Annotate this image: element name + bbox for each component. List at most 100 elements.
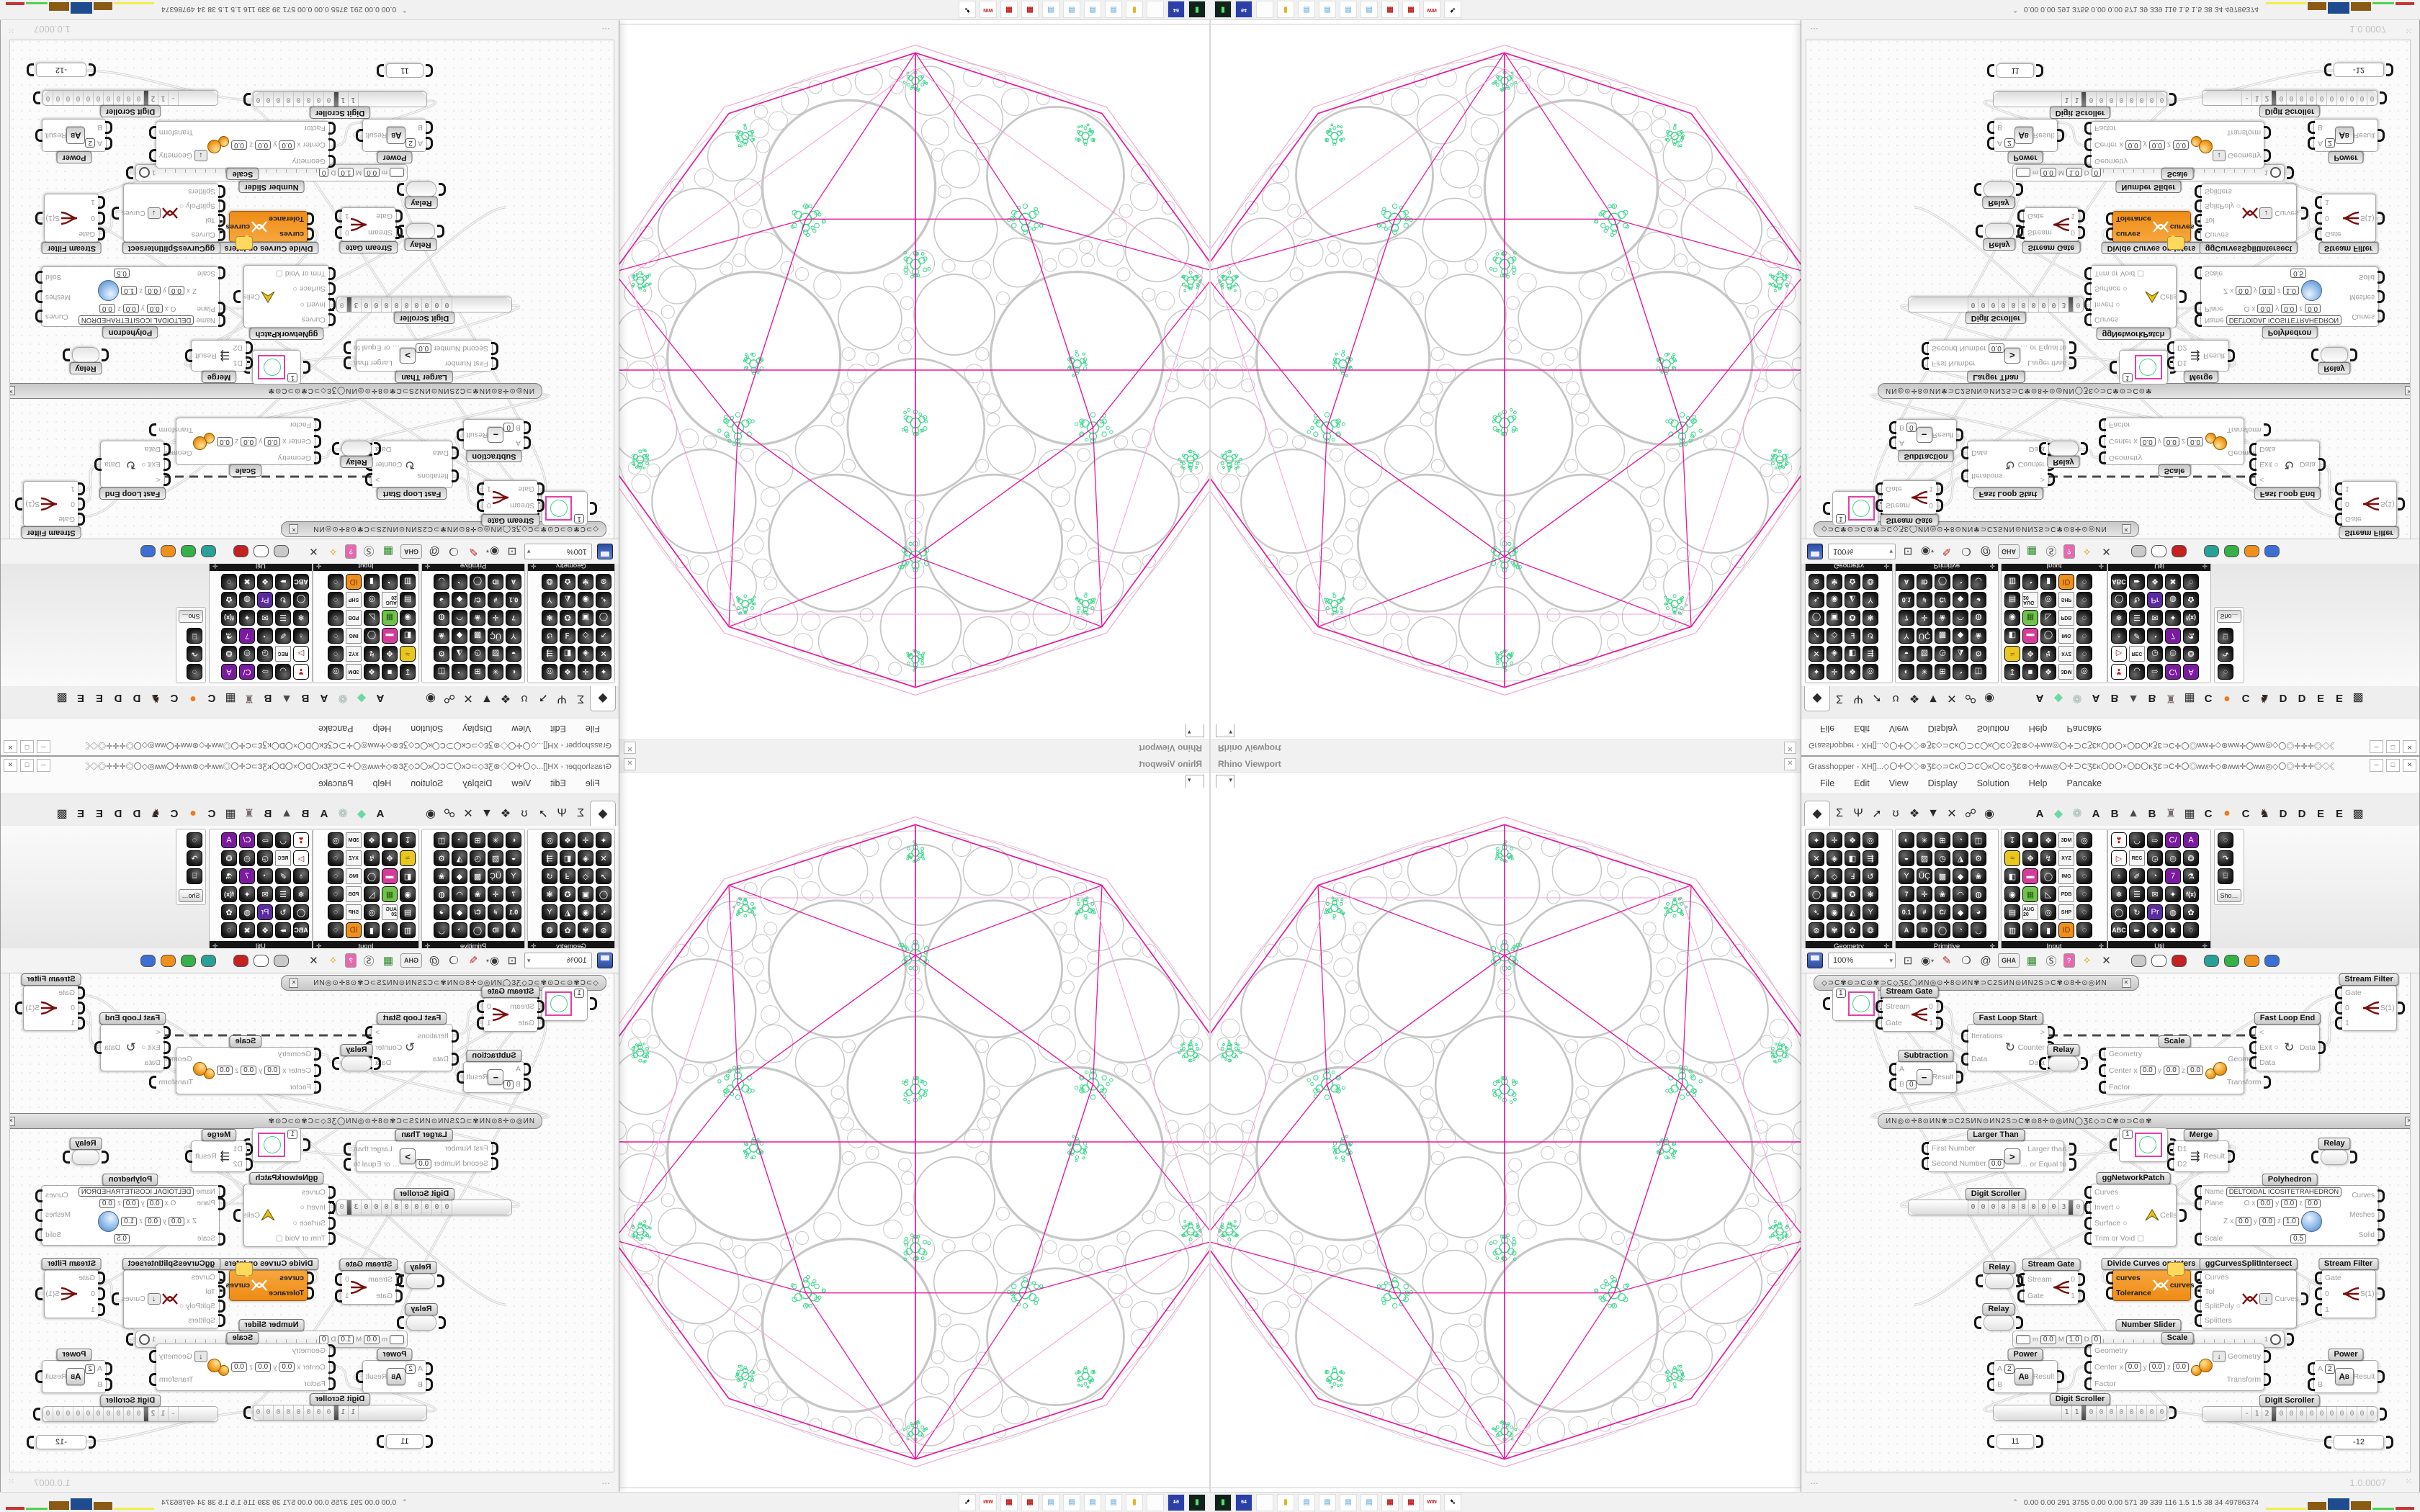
tab-icon-4[interactable]: ʊ — [521, 807, 528, 819]
ggnetworkpatch-component[interactable]: ggNetworkPatch Curves Invert ○ Surface ○ Tri… — [2084, 1172, 2187, 1247]
flatten-button[interactable]: ↓ — [194, 1351, 208, 1362]
tab-icon-1[interactable]: Σ — [577, 693, 584, 705]
scroller-knob-icon[interactable] — [2272, 1407, 2276, 1421]
panel-icon[interactable]: ⊛ — [596, 574, 611, 590]
panel-icon[interactable]: ❃ — [1863, 610, 1878, 626]
preview-style-button[interactable] — [140, 954, 156, 967]
panel-icon[interactable]: SHP — [2058, 904, 2074, 920]
tab-C[interactable]: C — [170, 807, 179, 820]
panel-icon[interactable]: ✦ — [596, 832, 611, 848]
panel-icon[interactable]: ◆ — [1953, 904, 1968, 920]
panel-icon[interactable]: ◒ — [506, 646, 521, 662]
menu-item-pancake[interactable]: Pancake — [318, 778, 354, 788]
panel-icon[interactable]: ◍ — [2165, 904, 2181, 920]
panel-icon[interactable]: ❀ — [470, 610, 485, 626]
panel-icon[interactable]: ID — [2058, 574, 2074, 590]
panel-icon[interactable]: ◎ — [328, 832, 344, 848]
panel-icon[interactable]: ✖ — [2165, 574, 2181, 590]
fast-loop-start-component[interactable]: Fast Loop Start Iterations Data ↻ > Counter Da… — [365, 1012, 459, 1071]
panel-icon[interactable]: AUG 20 — [382, 592, 398, 608]
resize-grip[interactable]: ⁙ — [2405, 26, 2414, 35]
panel-icon[interactable]: ◔ — [2022, 922, 2038, 938]
panel-icon[interactable]: ✾ — [578, 922, 593, 938]
panel-icon[interactable]: ◧ — [1845, 646, 1860, 662]
toolbar-icon-5[interactable]: ❍ — [449, 545, 459, 557]
axis-value[interactable]: 1.0 — [121, 1216, 138, 1226]
panel-icon[interactable]: Y — [1863, 904, 1878, 920]
menu-item-edit[interactable]: Edit — [550, 724, 566, 734]
panel-icon[interactable]: ◡ — [1971, 574, 1986, 590]
panel-icon[interactable]: ↺ — [542, 868, 557, 884]
tab-icon-7[interactable]: ✕ — [463, 808, 473, 820]
panel-icon[interactable]: ◔ — [1953, 832, 1968, 848]
ggnetworkpatch-component[interactable]: ggNetworkPatch Curves Invert ○ Surface ○ Tri… — [2084, 265, 2187, 340]
panel-icon[interactable]: ⇨ — [2147, 664, 2163, 680]
menu-item-view[interactable]: View — [1888, 724, 1909, 734]
axis-value[interactable]: 0.0 — [2281, 1199, 2298, 1209]
panel-icon[interactable]: 0.1 — [506, 592, 521, 608]
tab-D[interactable]: D — [2279, 692, 2287, 705]
preview-style-button[interactable] — [201, 954, 217, 967]
axis-value[interactable]: 0.0 — [145, 286, 161, 296]
panel-icon[interactable]: ❖ — [364, 664, 380, 680]
stream-filter-component[interactable]: Stream Filter Gate 0 1 S(1) — [2335, 481, 2405, 539]
expand-icon[interactable]: ✛ — [1883, 942, 1889, 950]
tab-B[interactable]: B — [301, 692, 310, 705]
preview-style-button[interactable] — [161, 545, 176, 558]
mini-component[interactable]: 1 — [532, 491, 597, 526]
toolbar-icon-2[interactable]: ⊡ — [1903, 955, 1913, 967]
panel-icon[interactable]: f(x) — [221, 610, 237, 626]
panel-icon[interactable]: ◆ — [1953, 868, 1968, 884]
panel-icon[interactable]: ◌ — [2183, 574, 2199, 590]
panel-icon[interactable]: ◌ — [221, 574, 237, 590]
tab-E[interactable]: E — [96, 692, 104, 705]
panel-icon[interactable]: ◇ — [1827, 868, 1842, 884]
taskbar-app-icon[interactable]: ▦ — [1000, 1493, 1018, 1511]
panel-icon[interactable]: ⇨ — [257, 664, 273, 680]
panel-icon[interactable]: Pr — [2147, 592, 2163, 608]
ggcurvessplitintersect-component[interactable]: ggCurvesSplitIntersect Curves Tol SplitPoly… — [111, 1258, 225, 1328]
panel-icon[interactable]: ✥ — [2022, 646, 2038, 662]
close-icon[interactable]: ✕ — [624, 742, 636, 754]
panel-icon[interactable]: ✥ — [2022, 850, 2038, 866]
panel-icon[interactable]: ◌ — [328, 850, 344, 866]
show-more-button[interactable]: Sho… — [2217, 610, 2241, 623]
axis-value[interactable]: 0.0 — [255, 1362, 272, 1372]
menu-item-edit[interactable]: Edit — [550, 778, 566, 788]
stream-gate-component[interactable]: Stream Gate Stream Gate 0 1 — [1876, 480, 1943, 526]
group-collapse-icon[interactable]: ✕ — [2122, 978, 2131, 988]
panel-icon[interactable]: C/ — [2165, 832, 2181, 848]
stream-gate-component[interactable]: Stream Gate Stream Gate 0 1 — [335, 207, 403, 253]
axis-value[interactable]: 0.0 — [146, 1199, 163, 1209]
tab-icon-6[interactable]: ▼ — [481, 807, 493, 819]
panel-icon[interactable]: ◯ — [1809, 610, 1824, 626]
panel-icon[interactable]: Ⅎ — [1845, 868, 1860, 884]
preview-style-button[interactable] — [2151, 954, 2166, 967]
taskbar-app-icon[interactable]: ➴ — [1444, 1, 1461, 19]
resize-grip[interactable]: ⁙ — [2405, 1477, 2414, 1486]
panel-icon[interactable]: ▨ — [1917, 850, 1932, 866]
taskbar-app-icon[interactable]: ➴ — [959, 1, 976, 19]
panel-icon[interactable]: ◌ — [2076, 886, 2092, 902]
panel-icon[interactable]: ▥ — [400, 574, 416, 590]
tab-icon-28[interactable]: ▩ — [56, 808, 68, 820]
preview-style-button[interactable] — [201, 545, 217, 558]
panel-icon[interactable]: ◐ — [1899, 832, 1914, 848]
panel-icon[interactable]: ◌ — [328, 904, 344, 920]
mini-component[interactable]: 1 — [2110, 350, 2177, 384]
panel-icon[interactable]: ◍ — [239, 592, 255, 608]
taskbar-app-icon[interactable]: 64 — [1168, 1, 1185, 19]
preview-style-button[interactable] — [254, 545, 269, 558]
port-value[interactable]: 0 — [503, 1079, 514, 1089]
panel-icon[interactable]: ✉ — [257, 610, 273, 626]
tab-icon-19[interactable]: ▦ — [225, 692, 236, 704]
menu-item-view[interactable]: View — [511, 778, 532, 788]
digit-scroller-component[interactable]: Digit Scroller 0 0 0 0 0 0 0 0 0 3 0 — [327, 297, 512, 324]
panel-icon[interactable]: C/ — [470, 904, 485, 920]
port-value[interactable]: 2 — [2004, 138, 2015, 148]
panel-icon[interactable]: ✐ — [2129, 868, 2145, 884]
panel-icon[interactable]: ◡ — [2129, 664, 2145, 680]
panel-icon[interactable]: ✳ — [1917, 832, 1932, 848]
panel-icon[interactable]: ⚙ — [1971, 850, 1986, 866]
axis-value[interactable]: 0.0 — [99, 303, 115, 313]
